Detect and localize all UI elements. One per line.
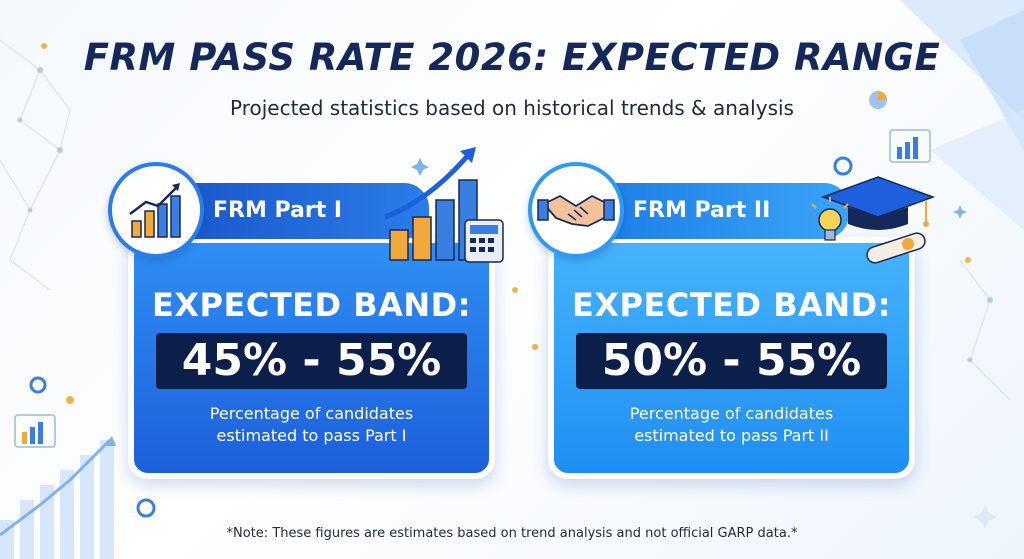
growth-chart-illustration <box>384 147 504 263</box>
handshake-icon <box>528 162 624 258</box>
frm-part-1-card: EXPECTED BAND: 45% - 55% Percentage of c… <box>128 237 495 479</box>
description-line-1: Percentage of candidates <box>629 404 834 423</box>
description-line-2: estimated to pass Part II <box>634 426 829 445</box>
expected-band-label: EXPECTED BAND: <box>151 286 471 324</box>
bar-chart-icon <box>108 162 204 258</box>
page-subtitle: Projected statistics based on historical… <box>230 96 794 120</box>
frm-part-2-card: EXPECTED BAND: 50% - 55% Percentage of c… <box>548 237 915 479</box>
description-line-2: estimated to pass Part I <box>216 426 407 445</box>
card-description: Percentage of candidates estimated to pa… <box>554 403 909 447</box>
description-line-1: Percentage of candidates <box>209 404 414 423</box>
graduation-illustration <box>811 176 936 264</box>
pass-rate-range: 45% - 55% <box>156 333 467 389</box>
disclaimer-note: *Note: These figures are estimates based… <box>226 526 798 541</box>
card-description: Percentage of candidates estimated to pa… <box>134 403 489 447</box>
pass-rate-range: 50% - 55% <box>576 333 887 389</box>
expected-band-label: EXPECTED BAND: <box>571 286 891 324</box>
page-title: FRM PASS RATE 2026: EXPECTED RANGE <box>83 36 941 79</box>
frm-part-1-label: FRM Part I <box>160 180 432 242</box>
